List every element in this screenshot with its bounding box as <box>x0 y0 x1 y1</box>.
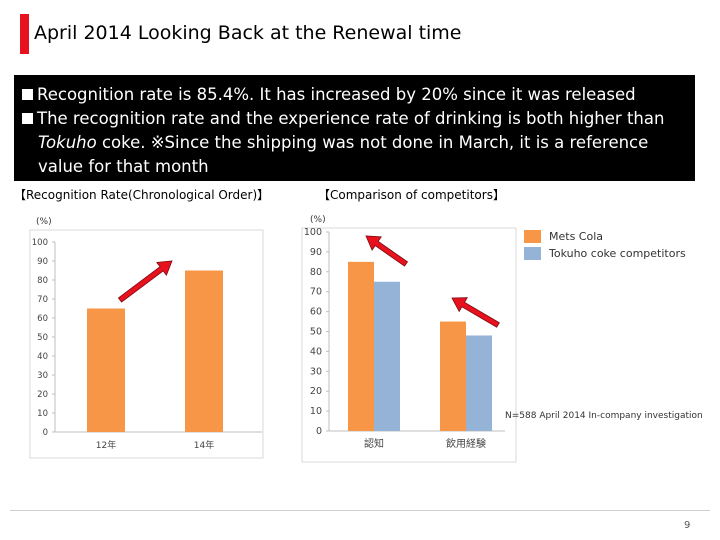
y-tick-label: 20 <box>37 390 48 400</box>
y-tick-label: 70 <box>37 295 48 305</box>
bullet-2: The recognition rate and the experience … <box>22 107 689 131</box>
left-chart-title: 【Recognition Rate(Chronological Order)】 <box>14 188 270 202</box>
y-tick-label: 60 <box>310 307 322 318</box>
red-arrow-icon <box>451 297 500 328</box>
arrow-recognition <box>365 235 409 267</box>
bullet-square-icon <box>22 113 33 124</box>
summary-box: Recognition rate is 85.4%. It has increa… <box>14 75 695 181</box>
bar-14年 <box>185 270 223 432</box>
left-chart-unit: (%) <box>36 217 52 227</box>
bullet-2-text: The recognition rate and the experience … <box>37 109 665 128</box>
legend-item-tokuho: Tokuho coke competitors <box>524 247 686 260</box>
y-tick-label: 40 <box>310 346 322 357</box>
bar-mets-cola-0 <box>348 261 374 431</box>
right-chart-title: 【Comparison of competitors】 <box>318 188 505 202</box>
y-tick-label: 100 <box>32 238 48 248</box>
page-title: April 2014 Looking Back at the Renewal t… <box>34 22 462 44</box>
y-tick-label: 40 <box>37 352 48 362</box>
x-tick-label: 飲用経験 <box>446 437 486 450</box>
red-arrow-icon <box>117 260 173 303</box>
bullet-1-text: Recognition rate is 85.4%. It has increa… <box>37 85 636 104</box>
y-tick-label: 0 <box>43 428 48 438</box>
bullet-2-continuation: Tokuho coke. ※Since the shipping was not… <box>22 131 689 155</box>
y-tick-label: 70 <box>310 287 322 298</box>
y-tick-label: 80 <box>310 267 322 278</box>
y-tick-label: 30 <box>310 366 322 377</box>
bar-mets-cola-1 <box>440 321 466 431</box>
bullet-square-icon <box>22 89 33 100</box>
chart-frame <box>301 227 517 463</box>
y-tick-label: 0 <box>316 426 322 437</box>
x-tick-label: 14年 <box>194 439 214 451</box>
y-tick-label: 100 <box>304 227 322 238</box>
chart-frame <box>29 229 264 459</box>
y-tick-label: 60 <box>37 314 48 324</box>
footer-divider <box>10 510 710 511</box>
legend-swatch-mets-cola <box>524 230 541 243</box>
increase-arrow <box>117 260 173 303</box>
legend-label-mets-cola: Mets Cola <box>549 230 604 243</box>
y-tick-label: 90 <box>310 247 322 258</box>
right-chart-unit: (%) <box>310 215 326 225</box>
x-tick-label: 12年 <box>96 439 116 451</box>
bar-12年 <box>87 308 125 432</box>
bar-tokuho-coke-competitors-0 <box>374 281 400 431</box>
legend-swatch-tokuho <box>524 247 541 260</box>
y-tick-label: 50 <box>37 333 48 343</box>
bullet-2-rest: coke. ※Since the shipping was not done i… <box>96 133 649 152</box>
page-number: 9 <box>684 520 691 531</box>
bullet-2-line-3: value for that month <box>38 157 209 176</box>
bullet-1: Recognition rate is 85.4%. It has increa… <box>22 83 689 107</box>
legend-item-mets-cola: Mets Cola <box>524 230 603 243</box>
title-accent-bar <box>20 14 29 54</box>
y-tick-label: 10 <box>37 409 48 419</box>
bar-tokuho-coke-competitors-1 <box>466 335 492 431</box>
y-tick-label: 10 <box>310 406 322 417</box>
y-tick-label: 30 <box>37 371 48 381</box>
y-tick-label: 20 <box>310 386 322 397</box>
legend-label-tokuho: Tokuho coke competitors <box>549 247 686 260</box>
y-tick-label: 90 <box>37 257 48 267</box>
arrow-drinking-experience <box>451 297 500 328</box>
tokuho-italic: Tokuho <box>38 133 97 152</box>
y-tick-label: 80 <box>37 276 48 286</box>
red-arrow-icon <box>365 235 409 267</box>
y-tick-label: 50 <box>310 327 322 338</box>
survey-note: N=588 April 2014 In-company investigatio… <box>505 411 703 421</box>
x-tick-label: 認知 <box>364 437 384 450</box>
